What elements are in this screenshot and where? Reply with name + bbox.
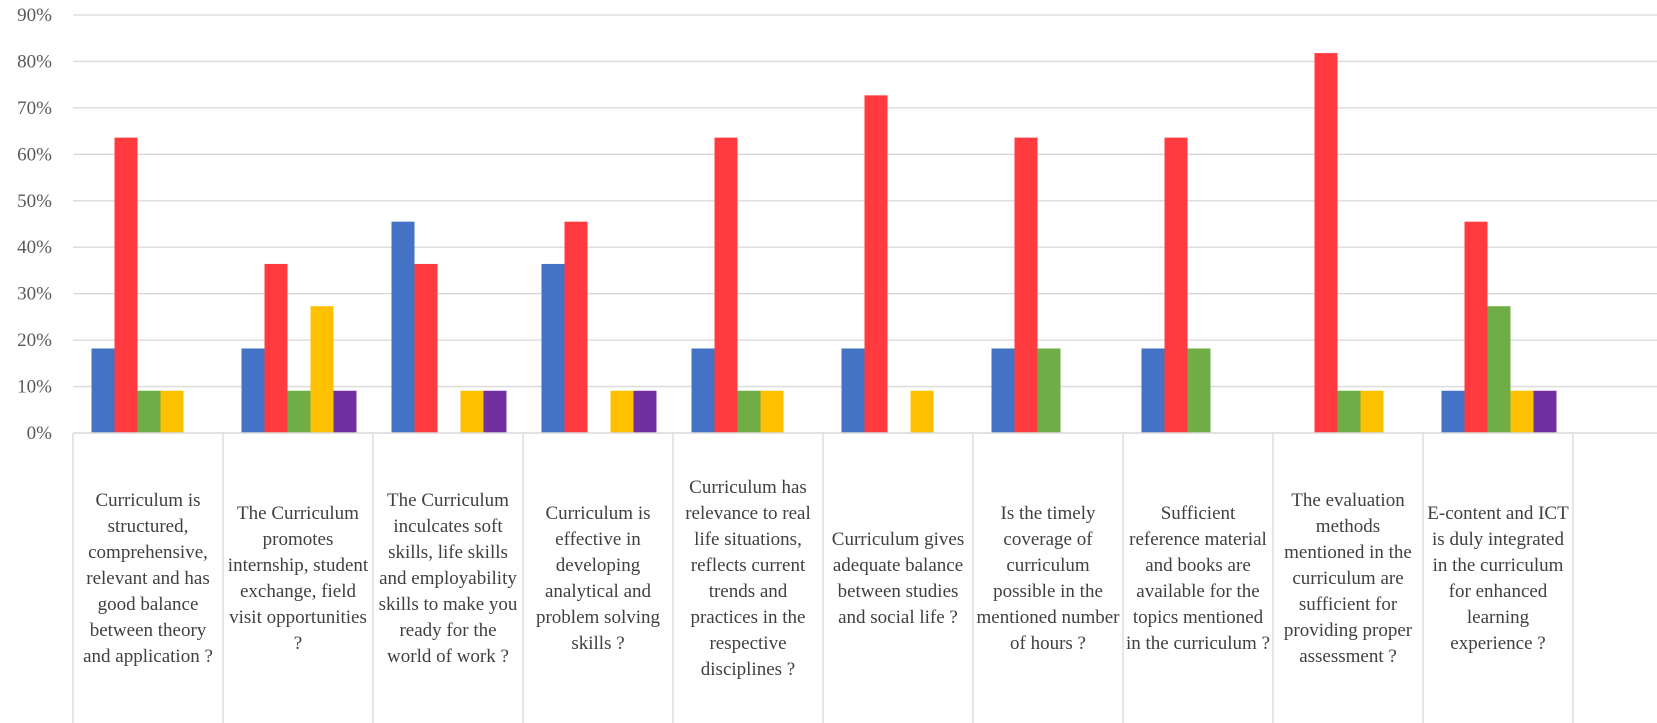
- bar: [241, 348, 265, 433]
- x-category-label: Curriculum gives adequate balance betwee…: [831, 529, 965, 628]
- bar: [541, 263, 565, 433]
- bar: [333, 390, 357, 433]
- axes: [72, 432, 1657, 723]
- bar: [1314, 53, 1338, 434]
- y-tick-label: 0%: [27, 423, 53, 444]
- y-tick-label: 30%: [17, 284, 52, 305]
- y-tick-label: 80%: [17, 51, 52, 72]
- bar: [1360, 390, 1384, 433]
- y-tick-label: 10%: [17, 377, 52, 398]
- bar: [864, 95, 888, 434]
- bar: [1487, 306, 1511, 433]
- bar: [483, 390, 507, 433]
- bar: [114, 137, 138, 433]
- x-category-label: Curriculum is structured, comprehensive,…: [83, 490, 213, 667]
- bar: [460, 390, 484, 433]
- bar: [137, 390, 161, 433]
- bar: [310, 306, 334, 433]
- bar: [691, 348, 715, 433]
- bar: [910, 390, 934, 433]
- bar: [1464, 221, 1488, 433]
- x-category-label: The Curriculum promotes internship, stud…: [227, 503, 369, 654]
- y-tick-label: 40%: [17, 237, 52, 258]
- bar: [414, 263, 438, 433]
- bar: [160, 390, 184, 433]
- bar: [91, 348, 115, 433]
- bar: [391, 221, 415, 433]
- bar: [610, 390, 634, 433]
- bar: [1141, 348, 1165, 433]
- bar: [264, 263, 288, 433]
- x-category-label: The evaluation methods mentioned in the …: [1283, 490, 1413, 667]
- y-tick-label: 60%: [17, 144, 52, 165]
- x-category-label: E-content and ICT is duly integrated in …: [1427, 503, 1569, 654]
- x-category-label: The Curriculum inculcates soft skills, l…: [378, 490, 518, 667]
- bar: [1533, 390, 1557, 433]
- bar: [1164, 137, 1188, 433]
- bar: [1014, 137, 1038, 433]
- y-tick-label: 20%: [17, 330, 52, 351]
- x-category-label: Is the timely coverage of curriculum pos…: [976, 503, 1120, 654]
- bar: [760, 390, 784, 433]
- bar: [737, 390, 761, 433]
- bar: [1037, 348, 1061, 433]
- y-axis-ticks: 0% 10% 20% 30% 40% 50% 60% 70% 80% 90%: [17, 5, 52, 444]
- bar: [1187, 348, 1211, 433]
- bar: [714, 137, 738, 433]
- bar: [633, 390, 657, 433]
- x-category-label: Curriculum has relevance to real life si…: [685, 477, 811, 680]
- y-tick-label: 70%: [17, 98, 52, 119]
- bar: [1337, 390, 1361, 433]
- x-category-label: Sufficient reference material and books …: [1125, 503, 1271, 654]
- bar: [564, 221, 588, 433]
- y-tick-label: 90%: [17, 5, 52, 26]
- bar: [287, 390, 311, 433]
- bars: [91, 53, 1557, 434]
- y-tick-label: 50%: [17, 191, 52, 212]
- bar: [1510, 390, 1534, 433]
- bar: [991, 348, 1015, 433]
- x-category-label: Curriculum is effective in developing an…: [535, 503, 661, 654]
- bar: [1441, 390, 1465, 433]
- bar: [841, 348, 865, 433]
